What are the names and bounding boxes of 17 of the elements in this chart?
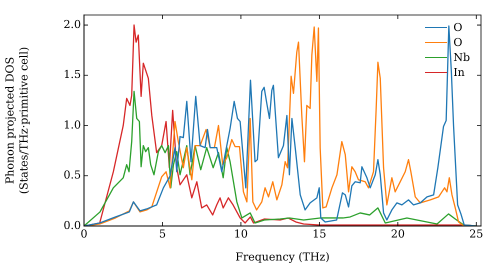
x-tick-label: 15 xyxy=(312,227,326,240)
y-tick-label: 0.0 xyxy=(64,218,81,232)
x-tick-label: 5 xyxy=(158,227,166,240)
legend-label: In xyxy=(453,65,465,80)
y-tick-label: 2.0 xyxy=(64,18,81,31)
y-tick-label: 0.5 xyxy=(64,168,81,182)
legend-label: Nb xyxy=(453,50,470,65)
legend-label: O xyxy=(453,20,462,35)
legend-label: O xyxy=(453,35,462,50)
x-tick-label: 25 xyxy=(469,227,484,240)
x-axis-title: Frequency (THz) xyxy=(235,250,330,264)
y-tick-label: 1.5 xyxy=(64,68,81,82)
x-tick-label: 20 xyxy=(390,227,405,240)
y-axis-title: Phonon projected DOS (States/THz·primitive cell) xyxy=(4,46,30,194)
y-tick-label: 1.0 xyxy=(64,118,81,132)
x-tick-label: 0 xyxy=(80,227,88,240)
x-tick-label: 10 xyxy=(234,227,248,240)
